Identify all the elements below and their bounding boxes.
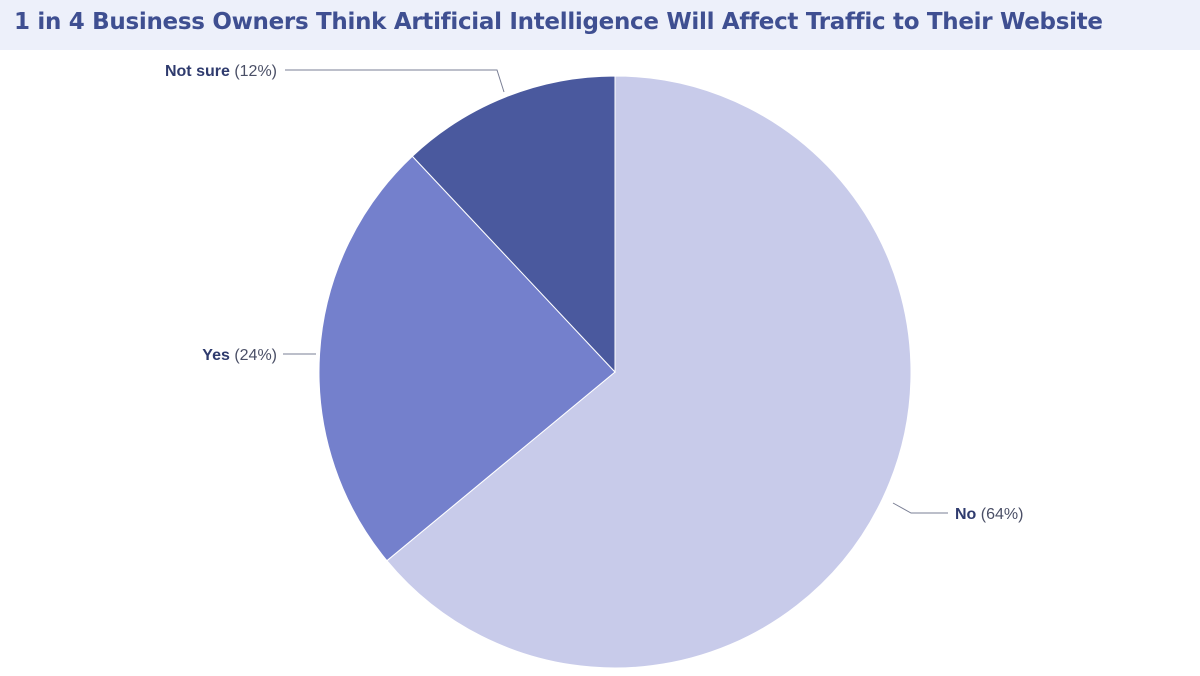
pie-slice-no bbox=[386, 75, 912, 669]
slice-label-no: No (64%) bbox=[955, 506, 1023, 523]
pie-slice-yes bbox=[318, 155, 616, 562]
pie-slices bbox=[318, 75, 912, 669]
slice-label-yes: Yes (24%) bbox=[202, 347, 277, 364]
title-band: 1 in 4 Business Owners Think Artificial … bbox=[0, 0, 1200, 50]
leader-line-not-sure bbox=[285, 69, 505, 93]
pie-labels: No (64%) Yes (24%) Not sure (12%) bbox=[165, 63, 1024, 523]
leader-line-no bbox=[892, 502, 948, 514]
chart-title: 1 in 4 Business Owners Think Artificial … bbox=[14, 9, 1103, 35]
pie-slice-not-sure bbox=[411, 75, 616, 374]
slice-label-not-sure: Not sure (12%) bbox=[165, 63, 277, 80]
